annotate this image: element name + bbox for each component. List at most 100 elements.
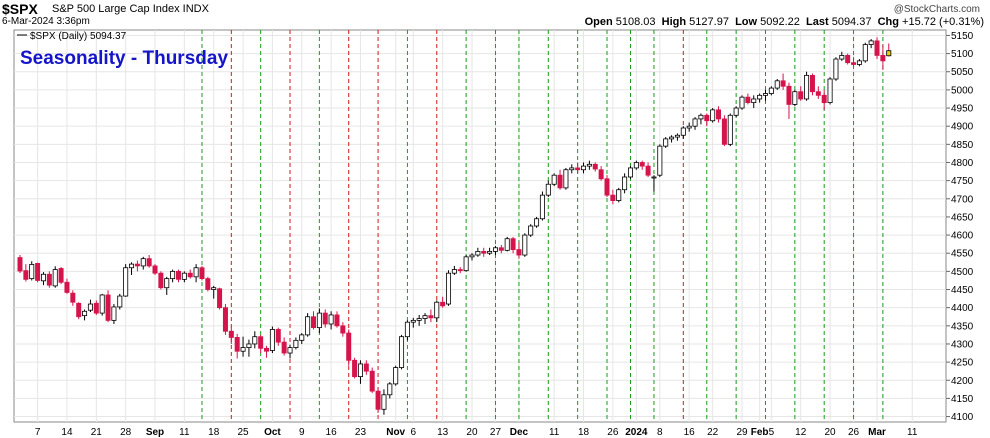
x-tick-label: 16 xyxy=(326,427,338,438)
candle-body xyxy=(410,319,416,323)
candle-body xyxy=(17,257,23,272)
candle-body xyxy=(334,314,340,327)
candle-body xyxy=(234,337,240,352)
candle-body xyxy=(381,394,387,410)
candle-body xyxy=(633,162,639,169)
candle-body xyxy=(563,169,569,189)
y-tick-label: 4950 xyxy=(951,104,974,115)
candle-body xyxy=(839,55,845,60)
candle-body xyxy=(569,167,575,171)
candle-body xyxy=(557,174,563,189)
candle-body xyxy=(716,109,722,120)
candle-body xyxy=(610,194,616,201)
x-tick-label: 25 xyxy=(237,427,249,438)
candle-body xyxy=(522,234,528,256)
candle-body xyxy=(798,91,804,100)
x-tick-label: 11 xyxy=(549,427,560,438)
candle-body xyxy=(422,315,428,319)
watermark-label: @StockCharts.com xyxy=(893,4,980,15)
series-legend-label: $SPX (Daily) 5094.37 xyxy=(30,31,127,42)
y-tick-label: 4600 xyxy=(951,231,974,242)
candle-body xyxy=(240,347,246,352)
candle-body xyxy=(252,336,258,345)
candle-body xyxy=(187,272,193,278)
candle-body xyxy=(193,267,199,278)
candle-body xyxy=(46,273,52,286)
candle-body xyxy=(281,341,287,354)
candle-body xyxy=(821,94,827,103)
description-label: S&P 500 Large Cap Index INDX xyxy=(52,3,209,15)
candle-body xyxy=(293,339,299,348)
candle-body xyxy=(539,194,545,220)
candle-body xyxy=(680,127,686,136)
candle-body xyxy=(669,136,675,140)
y-tick-label: 5000 xyxy=(951,85,974,96)
candle-body xyxy=(686,125,692,129)
y-tick-label: 4450 xyxy=(951,285,974,296)
candle-body xyxy=(692,118,698,127)
candle-body xyxy=(23,270,29,280)
candles xyxy=(17,37,892,415)
candle-body xyxy=(674,134,680,138)
ohlc-readout: Open 5108.03 High 5127.97 Low 5092.22 La… xyxy=(585,16,984,28)
candle-body xyxy=(774,80,780,89)
y-tick-label: 4650 xyxy=(951,212,974,223)
candle-body xyxy=(70,292,76,303)
candle-body xyxy=(786,85,792,105)
candle-body xyxy=(616,189,622,201)
candle-body xyxy=(64,281,70,293)
candle-body xyxy=(440,301,446,307)
candle-body xyxy=(528,225,534,236)
candle-body xyxy=(328,314,334,325)
y-tick-label: 4100 xyxy=(951,412,974,423)
candle-body xyxy=(181,272,187,280)
open-label: Open xyxy=(584,16,613,28)
candle-body xyxy=(222,307,228,332)
x-tick-label: 6 xyxy=(411,427,417,438)
candle-body xyxy=(111,306,117,321)
candle-body xyxy=(352,359,358,378)
x-tick-label: 23 xyxy=(355,427,367,438)
x-tick-label: 22 xyxy=(707,427,719,438)
candle-body xyxy=(833,58,839,80)
candle-body xyxy=(481,251,487,254)
candle-body xyxy=(516,249,522,256)
x-tick-label: 20 xyxy=(466,427,478,438)
x-tick-label: 16 xyxy=(684,427,696,438)
candle-body xyxy=(275,329,281,343)
candle-body xyxy=(363,363,369,372)
candle-body xyxy=(856,60,862,65)
candle-body xyxy=(651,176,657,179)
candle-body xyxy=(82,310,88,317)
x-tick-label: 11 xyxy=(179,427,190,438)
candle-body xyxy=(205,278,211,290)
candle-body xyxy=(551,174,557,185)
high-value: 5127.97 xyxy=(689,16,729,28)
candle-body xyxy=(217,288,223,309)
candle-body xyxy=(868,40,874,45)
grid-lines xyxy=(14,30,946,422)
chg-value: +15.72 (+0.31%) xyxy=(902,16,984,28)
candle-body xyxy=(152,265,158,274)
candle-body xyxy=(346,332,352,361)
candle-body xyxy=(504,238,510,251)
candle-body xyxy=(645,165,651,176)
candle-body xyxy=(639,162,645,167)
candle-body xyxy=(164,278,170,289)
candle-body xyxy=(604,178,610,196)
candle-body xyxy=(874,40,880,56)
low-value: 5092.22 xyxy=(760,16,800,28)
x-tick-label: Sep xyxy=(146,427,164,438)
candle-body xyxy=(258,336,264,349)
y-tick-label: 4700 xyxy=(951,194,974,205)
candle-body xyxy=(399,336,405,368)
candle-body xyxy=(721,118,727,145)
candle-body xyxy=(862,44,868,62)
candle-body xyxy=(105,294,111,321)
candle-body xyxy=(457,269,463,272)
candle-body xyxy=(428,315,434,319)
candle-body xyxy=(751,98,757,103)
candle-body xyxy=(246,343,252,348)
candle-body xyxy=(510,238,516,250)
